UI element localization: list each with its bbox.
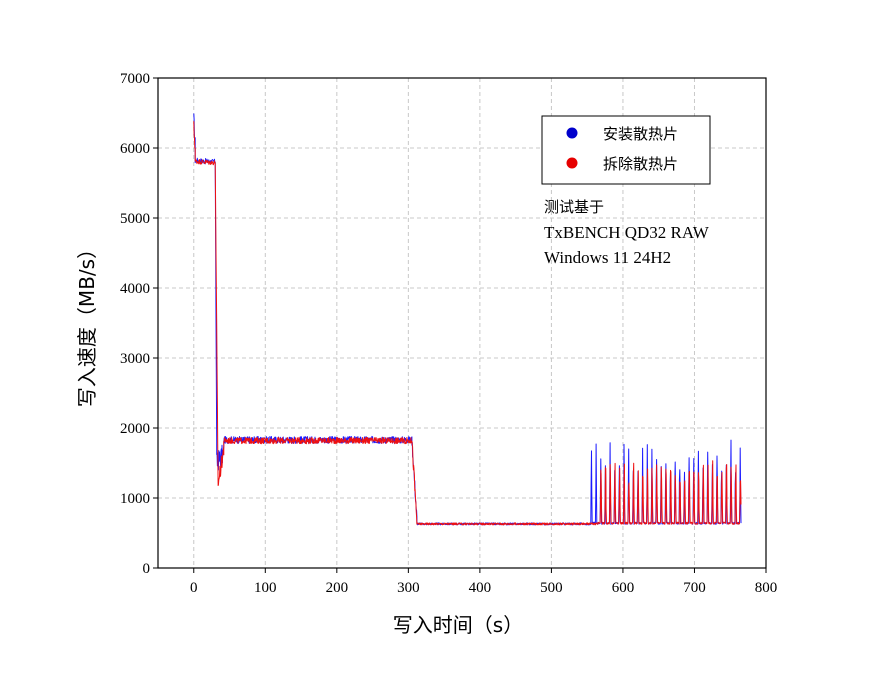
series-line-1 [193,121,742,526]
x-tick-label: 200 [326,580,349,596]
x-tick-label: 100 [254,580,277,596]
y-tick-label: 7000 [120,71,150,87]
annotation-line3: Windows 11 24H2 [544,248,671,267]
legend-label-install: 安装散热片 [603,125,678,143]
y-tick-label: 2000 [120,421,150,437]
legend: 安装散热片 拆除散热片 [541,115,711,185]
plot-frame [157,77,767,569]
legend-marker-remove [566,157,578,169]
y-tick-label: 5000 [120,211,150,227]
y-axis-label: 写入速度（MB/s） [75,239,99,407]
series-group [193,113,742,526]
legend-box [541,115,711,185]
y-tick-label: 3000 [120,351,150,367]
x-tick-label: 600 [612,580,635,596]
y-tick-label: 1000 [120,491,150,507]
y-tick-label: 0 [143,561,151,577]
x-tick-label: 300 [397,580,420,596]
legend-label-remove: 拆除散热片 [603,155,678,173]
annotation-line1: 测试基于 [544,198,604,216]
axis-ticks: 0 100 200 300 400 500 600 700 800 0 1000 2000 3000 40… [120,71,777,596]
x-axis-label: 写入时间（s） [393,613,523,637]
annotation-line2: TxBENCH QD32 RAW [544,223,710,242]
x-tick-label: 800 [755,580,778,596]
y-tick-label: 6000 [120,141,150,157]
x-tick-label: 500 [540,580,563,596]
x-tick-label: 0 [190,580,198,596]
x-tick-label: 400 [469,580,492,596]
y-tick-label: 4000 [120,281,150,297]
legend-marker-install [566,127,578,139]
x-tick-label: 700 [683,580,706,596]
